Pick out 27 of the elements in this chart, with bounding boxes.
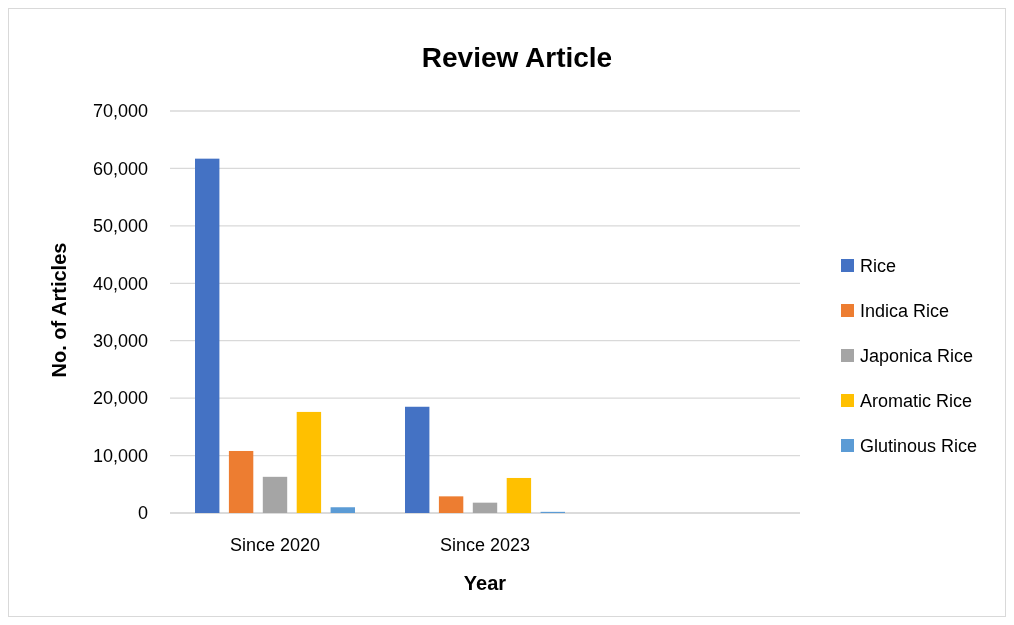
y-tick-label: 30,000 xyxy=(92,331,148,352)
y-tick-label: 0 xyxy=(137,503,148,524)
y-tick-label: 40,000 xyxy=(92,273,148,294)
bar xyxy=(472,502,498,513)
legend-label: Rice xyxy=(860,256,897,277)
y-axis-title: No. of Articles xyxy=(48,242,70,378)
bar xyxy=(405,406,430,513)
x-axis-title: Year xyxy=(463,572,507,594)
bar xyxy=(506,477,532,513)
legend-label: Japonica Rice xyxy=(860,346,974,367)
y-tick-label: 50,000 xyxy=(92,216,148,237)
bar xyxy=(296,411,322,513)
legend-label: Indica Rice xyxy=(860,301,950,322)
y-tick-label: 20,000 xyxy=(92,388,148,409)
bar xyxy=(330,507,355,513)
bar xyxy=(195,158,220,513)
x-tick-label: Since 2020 xyxy=(229,535,321,555)
bar xyxy=(228,450,254,513)
chart-title: Review Article xyxy=(421,42,613,73)
x-tick-label: Since 2023 xyxy=(439,535,531,555)
y-tick-label: 10,000 xyxy=(92,445,148,466)
bar xyxy=(262,476,288,513)
legend-label: Aromatic Rice xyxy=(860,391,973,412)
bar xyxy=(438,496,464,513)
legend-label: Glutinous Rice xyxy=(860,436,978,457)
y-tick-label: 70,000 xyxy=(92,101,148,122)
y-tick-label: 60,000 xyxy=(92,158,148,179)
